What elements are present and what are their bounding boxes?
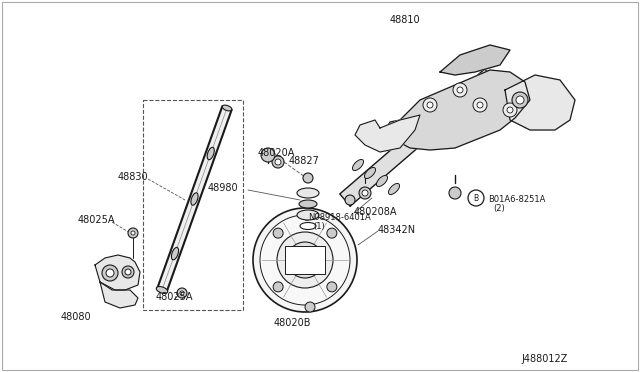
Bar — [285, 246, 325, 274]
Ellipse shape — [172, 247, 179, 260]
Circle shape — [305, 302, 315, 312]
Ellipse shape — [222, 105, 232, 111]
Polygon shape — [440, 45, 510, 75]
Circle shape — [253, 208, 357, 312]
Circle shape — [327, 282, 337, 292]
Circle shape — [287, 242, 323, 278]
Text: 48810: 48810 — [390, 15, 420, 25]
Ellipse shape — [297, 210, 319, 220]
Circle shape — [260, 215, 350, 305]
Circle shape — [303, 173, 313, 183]
Circle shape — [106, 269, 114, 277]
Ellipse shape — [376, 176, 388, 186]
Polygon shape — [157, 106, 232, 292]
Polygon shape — [355, 115, 420, 152]
Text: 48020A: 48020A — [258, 148, 296, 158]
Circle shape — [102, 265, 118, 281]
Ellipse shape — [297, 188, 319, 198]
Circle shape — [453, 83, 467, 97]
Circle shape — [273, 282, 283, 292]
Text: J488012Z: J488012Z — [522, 354, 568, 364]
Circle shape — [359, 187, 371, 199]
Circle shape — [128, 228, 138, 238]
Text: (1): (1) — [313, 222, 324, 231]
Text: 48020B: 48020B — [273, 318, 311, 328]
Circle shape — [272, 156, 284, 168]
Circle shape — [125, 269, 131, 275]
Circle shape — [277, 232, 333, 288]
Circle shape — [261, 148, 275, 162]
Text: 48025A: 48025A — [77, 215, 115, 225]
Ellipse shape — [300, 222, 316, 230]
Circle shape — [457, 87, 463, 93]
Ellipse shape — [299, 200, 317, 208]
Polygon shape — [95, 255, 140, 290]
Circle shape — [516, 96, 524, 104]
Circle shape — [327, 228, 337, 238]
Ellipse shape — [191, 193, 198, 205]
Text: 48025A: 48025A — [156, 292, 193, 302]
Text: 480208A: 480208A — [354, 207, 397, 217]
Circle shape — [275, 159, 281, 165]
Text: 48830: 48830 — [117, 172, 148, 182]
Circle shape — [131, 231, 135, 235]
Ellipse shape — [388, 183, 399, 195]
Circle shape — [512, 92, 528, 108]
Text: N08918-6401A: N08918-6401A — [308, 213, 371, 222]
Text: 48080: 48080 — [61, 312, 92, 322]
Bar — [143, 100, 243, 310]
Polygon shape — [340, 69, 495, 206]
Circle shape — [423, 98, 437, 112]
Circle shape — [503, 103, 517, 117]
Circle shape — [122, 266, 134, 278]
Circle shape — [177, 288, 187, 298]
Text: 48827: 48827 — [289, 156, 320, 166]
Ellipse shape — [364, 167, 376, 179]
Text: (2): (2) — [493, 204, 505, 213]
Text: 48980: 48980 — [207, 183, 238, 193]
Circle shape — [427, 102, 433, 108]
Ellipse shape — [207, 147, 214, 160]
Circle shape — [362, 190, 368, 196]
Text: B01A6-8251A: B01A6-8251A — [488, 195, 545, 204]
Circle shape — [180, 291, 184, 295]
Circle shape — [477, 102, 483, 108]
Ellipse shape — [353, 160, 364, 170]
Circle shape — [449, 187, 461, 199]
Polygon shape — [385, 70, 530, 150]
Circle shape — [473, 98, 487, 112]
Ellipse shape — [156, 286, 168, 294]
Polygon shape — [505, 75, 575, 130]
Circle shape — [507, 107, 513, 113]
Circle shape — [345, 195, 355, 205]
Text: 48342N: 48342N — [378, 225, 416, 235]
Circle shape — [273, 228, 283, 238]
Text: B: B — [474, 193, 479, 202]
Polygon shape — [100, 282, 138, 308]
